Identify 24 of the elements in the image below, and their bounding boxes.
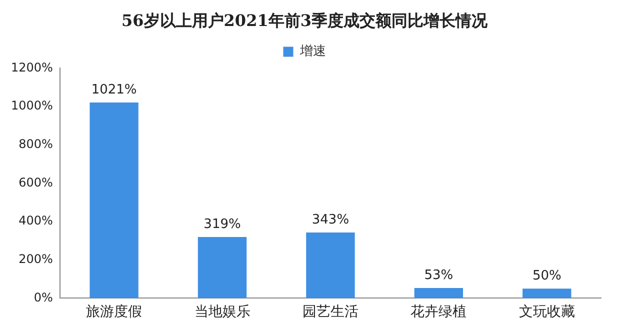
bar [90, 102, 138, 298]
data-label: 53% [424, 268, 454, 283]
y-tick-label: 0% [34, 290, 53, 304]
bar [414, 288, 464, 298]
y-tick-label: 200% [18, 252, 53, 266]
data-label: 50% [532, 268, 562, 284]
y-tick-label: 400% [18, 214, 53, 228]
y-tick-label: 600% [18, 175, 53, 190]
data-label: 1021% [91, 82, 137, 98]
data-label: 343% [312, 212, 350, 228]
bar [522, 288, 572, 298]
y-tick-label: 800% [18, 136, 53, 151]
y-tick-label: 1000% [10, 98, 53, 113]
x-tick-label: 文玩收藏 [518, 304, 575, 320]
bar [198, 237, 247, 298]
y-tick-label: 1200% [10, 60, 53, 74]
x-tick-label: 花卉绿植 [410, 304, 467, 320]
bar [306, 232, 355, 298]
x-tick-label: 园艺生活 [302, 304, 358, 320]
x-tick-label: 当地娱乐 [194, 304, 250, 320]
chart-title: 56岁以上用户2021年前3季度成交额同比增长情况 [122, 10, 488, 30]
x-tick-label: 旅游度假 [86, 304, 142, 320]
legend-label: 增速 [298, 44, 326, 60]
data-label: 319% [204, 216, 241, 232]
